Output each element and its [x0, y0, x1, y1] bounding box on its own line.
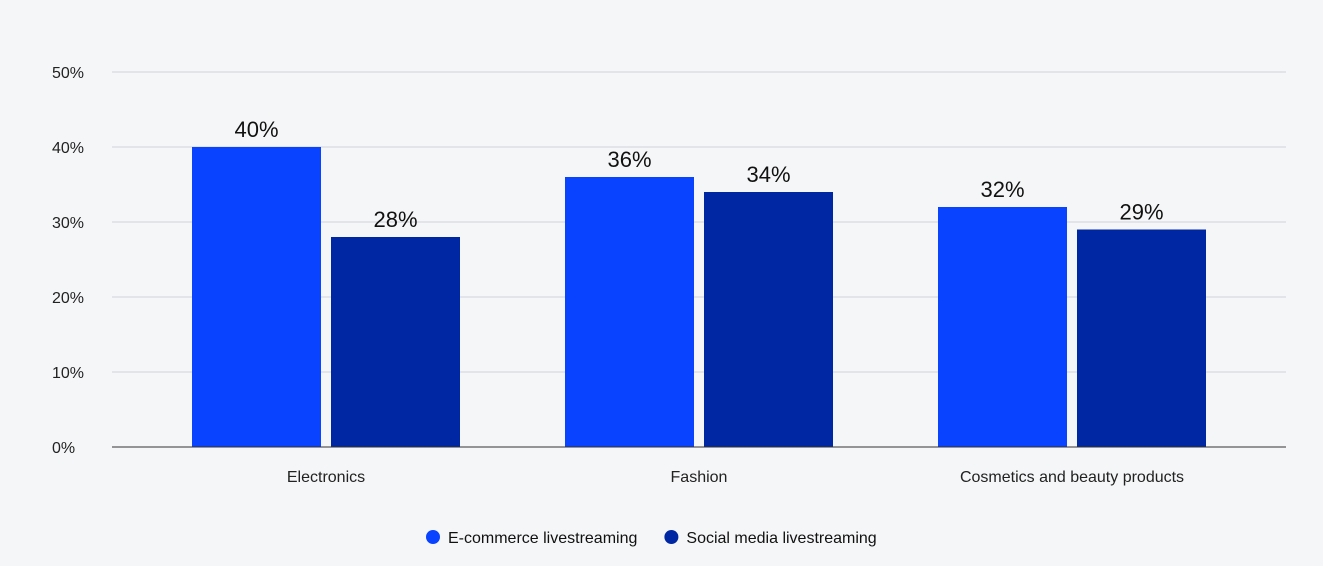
x-category-label: Cosmetics and beauty products [960, 469, 1184, 486]
data-label: 28% [373, 207, 417, 232]
x-category-label: Electronics [287, 469, 365, 486]
legend-label: Social media livestreaming [686, 530, 876, 547]
y-tick-label: 0% [52, 440, 75, 457]
legend-label: E-commerce livestreaming [448, 530, 637, 547]
bar [1077, 229, 1206, 447]
y-axis-ticks: 0% 10% 20% 30% 40% 50% [52, 65, 84, 457]
data-labels: 40% 28% 36% 34% 32% 29% [234, 117, 1163, 232]
legend-marker [426, 530, 440, 544]
bar [938, 207, 1067, 447]
data-label: 32% [980, 177, 1024, 202]
y-tick-label: 10% [52, 365, 84, 382]
legend: E-commerce livestreaming Social media liv… [426, 530, 877, 547]
data-label: 34% [746, 162, 790, 187]
bar [192, 147, 321, 447]
legend-marker [664, 530, 679, 544]
y-tick-label: 20% [52, 290, 84, 307]
data-label: 36% [607, 147, 651, 172]
bar [565, 177, 694, 447]
y-tick-label: 30% [52, 215, 84, 232]
bar [704, 192, 833, 447]
data-label: 29% [1119, 200, 1163, 225]
x-axis-categories: Electronics Fashion Cosmetics and beauty p… [287, 469, 1184, 486]
bar [331, 237, 460, 447]
y-tick-label: 40% [52, 140, 84, 157]
bars [192, 147, 1206, 447]
y-tick-label: 50% [52, 65, 84, 82]
data-label: 40% [234, 117, 278, 142]
x-category-label: Fashion [671, 469, 728, 486]
